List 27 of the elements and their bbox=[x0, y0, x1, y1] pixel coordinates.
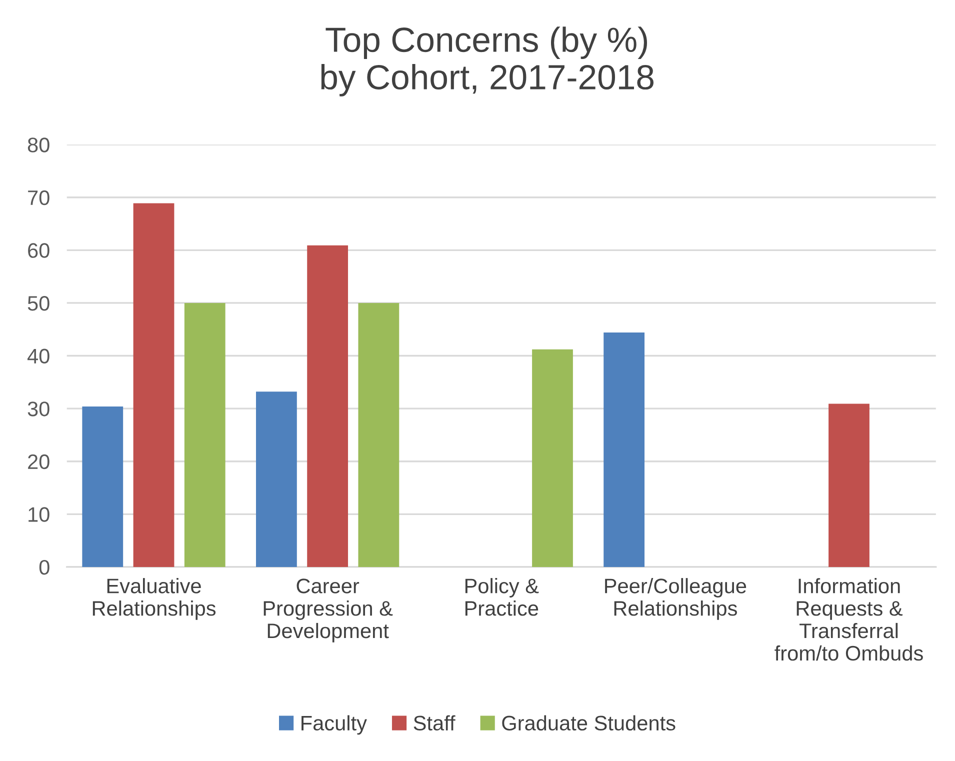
y-tick-label: 60 bbox=[28, 243, 50, 258]
bar bbox=[532, 349, 573, 567]
bar bbox=[307, 245, 348, 567]
bar bbox=[604, 332, 645, 567]
legend-label: Staff bbox=[414, 715, 456, 731]
x-tick-label: Policy & Practice bbox=[465, 578, 539, 616]
bar bbox=[184, 302, 226, 567]
legend-label: Faculty bbox=[302, 715, 367, 735]
legend-label: Graduate Students bbox=[502, 715, 676, 731]
x-tick-label: Peer/Colleague Relationships bbox=[605, 578, 746, 620]
y-tick-label: 70 bbox=[28, 190, 50, 206]
y-tick-label: 20 bbox=[28, 454, 50, 470]
chart-title: Top Concerns (by %) by Cohort, 2017-2018 bbox=[321, 26, 654, 96]
y-tick-label: 0 bbox=[39, 560, 50, 575]
bar bbox=[133, 203, 174, 567]
bar bbox=[358, 302, 400, 567]
y-tick-label: 80 bbox=[28, 138, 50, 152]
bar bbox=[256, 392, 297, 567]
bar bbox=[82, 406, 124, 567]
x-tick-label: Career Progression & Development bbox=[264, 578, 393, 642]
bar bbox=[828, 404, 870, 567]
x-tick-label: Information Requests & Transferral from/to Ombuds bbox=[774, 578, 923, 661]
x-tick-label: Evaluative Relationships bbox=[92, 578, 216, 620]
y-tick-label: 30 bbox=[28, 402, 50, 416]
y-tick-label: 50 bbox=[28, 296, 50, 311]
y-tick-label: 40 bbox=[27, 348, 50, 364]
y-tick-label: 10 bbox=[28, 507, 50, 522]
